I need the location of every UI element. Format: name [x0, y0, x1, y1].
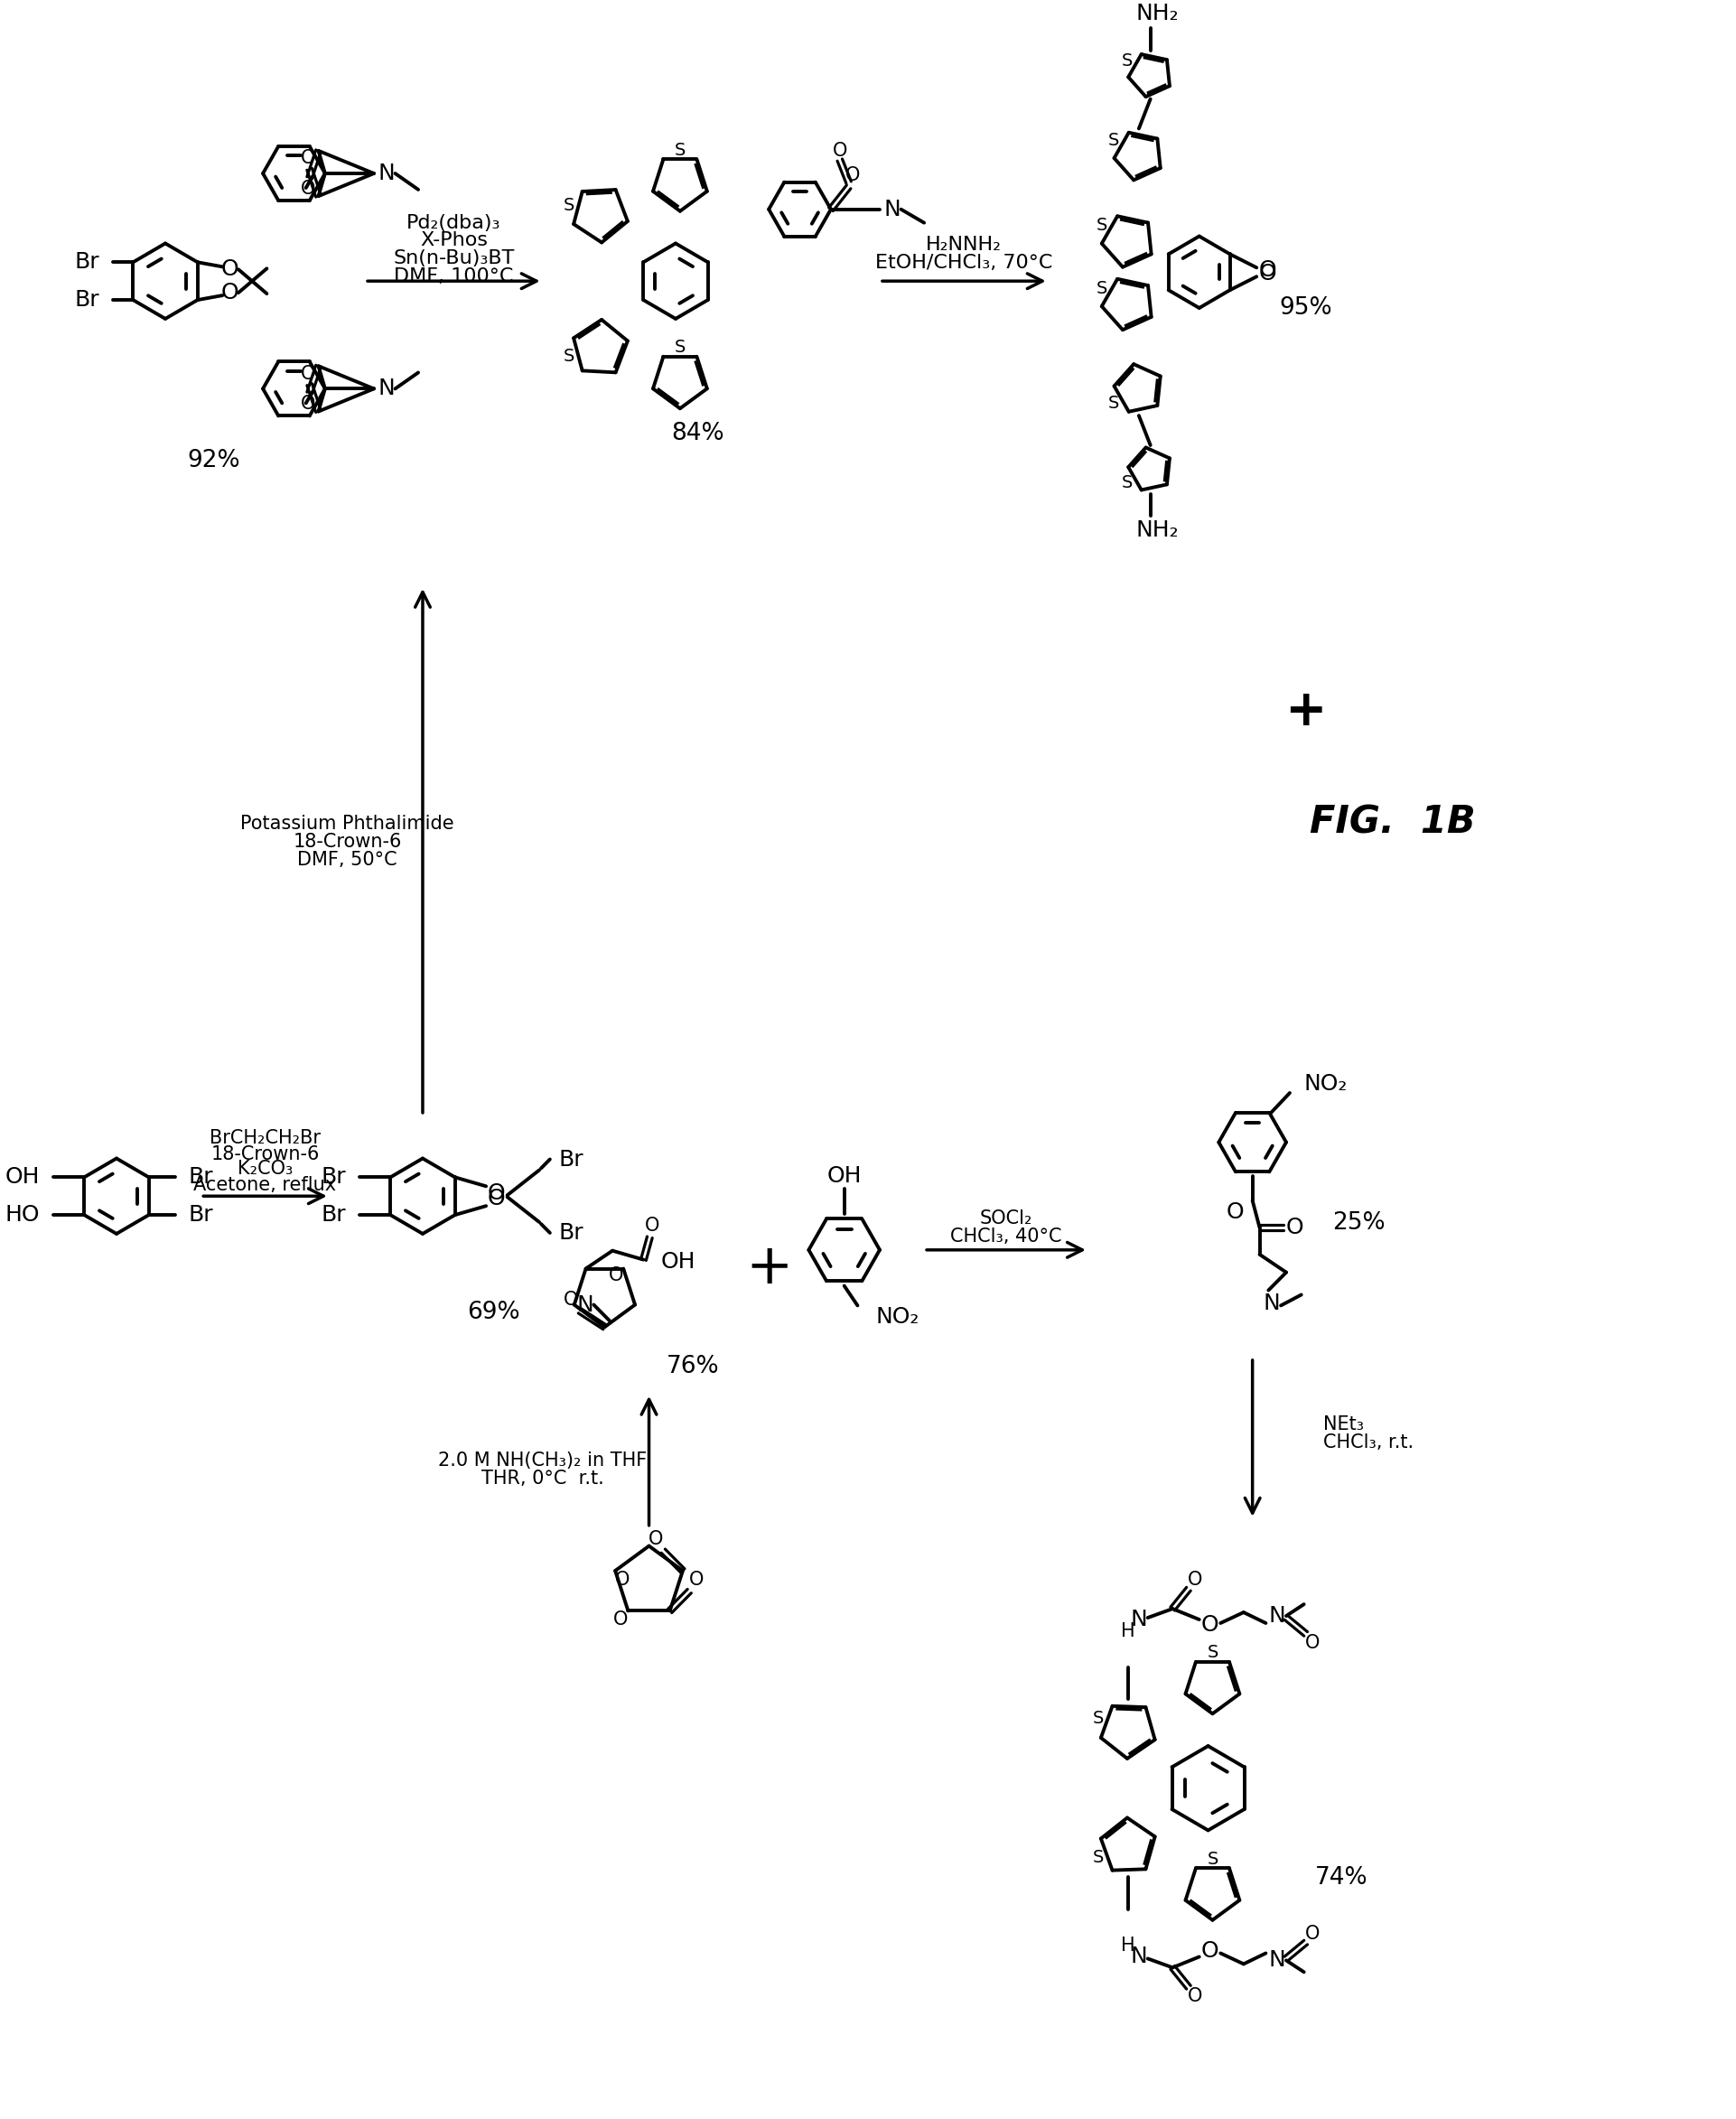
- Text: H₂NNH₂: H₂NNH₂: [925, 235, 1002, 254]
- Text: N: N: [1264, 1293, 1281, 1314]
- Text: O: O: [1187, 1570, 1203, 1589]
- Text: O: O: [300, 364, 316, 384]
- Text: DMF, 100°C: DMF, 100°C: [394, 267, 514, 286]
- Text: O: O: [1201, 1941, 1219, 1962]
- Text: 84%: 84%: [672, 422, 724, 445]
- Text: O: O: [1226, 1201, 1243, 1223]
- Text: O: O: [1259, 263, 1276, 284]
- Text: O: O: [300, 150, 316, 167]
- Text: Br: Br: [559, 1223, 583, 1244]
- Text: 76%: 76%: [667, 1354, 720, 1377]
- Text: NO₂: NO₂: [1304, 1072, 1347, 1096]
- Text: S: S: [1097, 280, 1108, 297]
- Text: S: S: [1121, 475, 1134, 492]
- Text: N: N: [1269, 1604, 1286, 1627]
- Text: Br: Br: [75, 288, 99, 311]
- Text: Potassium Phthalimide: Potassium Phthalimide: [240, 816, 455, 833]
- Text: FIG.  1B: FIG. 1B: [1309, 803, 1476, 841]
- Text: 2.0 M NH(CH₃)₂ in THF: 2.0 M NH(CH₃)₂ in THF: [437, 1452, 648, 1471]
- Text: S: S: [1108, 131, 1120, 150]
- Text: N: N: [576, 1295, 594, 1316]
- Text: SOCl₂: SOCl₂: [979, 1210, 1033, 1227]
- Text: O: O: [1259, 259, 1276, 282]
- Text: S: S: [1092, 1850, 1104, 1867]
- Text: OH: OH: [661, 1250, 696, 1271]
- Text: X-Phos: X-Phos: [420, 231, 488, 250]
- Text: O: O: [615, 1570, 630, 1589]
- Text: 18-Crown-6: 18-Crown-6: [210, 1144, 319, 1163]
- Text: N: N: [378, 377, 394, 400]
- Text: OH: OH: [5, 1165, 40, 1189]
- Text: O: O: [609, 1267, 623, 1284]
- Text: H: H: [1121, 1623, 1135, 1640]
- Text: CHCl₃, 40°C: CHCl₃, 40°C: [950, 1227, 1062, 1246]
- Text: K₂CO₃: K₂CO₃: [238, 1159, 293, 1178]
- Text: Br: Br: [189, 1204, 214, 1225]
- Text: O: O: [845, 165, 861, 184]
- Text: N: N: [1130, 1608, 1147, 1630]
- Text: O: O: [1305, 1924, 1319, 1943]
- Text: Sn(n-Bu)₃BT: Sn(n-Bu)₃BT: [392, 250, 514, 267]
- Text: O: O: [488, 1189, 505, 1210]
- Text: Br: Br: [559, 1148, 583, 1170]
- Text: O: O: [220, 282, 238, 303]
- Text: Acetone, reflux: Acetone, reflux: [194, 1176, 337, 1195]
- Text: O: O: [1187, 1988, 1203, 2005]
- Text: +: +: [1285, 687, 1326, 735]
- Text: 69%: 69%: [467, 1301, 521, 1324]
- Text: Pd₂(dba)₃: Pd₂(dba)₃: [406, 214, 502, 231]
- Text: Br: Br: [189, 1165, 214, 1189]
- Text: O: O: [300, 394, 316, 413]
- Text: O: O: [1286, 1216, 1304, 1237]
- Text: N: N: [884, 199, 901, 220]
- Text: 95%: 95%: [1279, 297, 1332, 320]
- Text: Br: Br: [75, 252, 99, 273]
- Text: NH₂: NH₂: [1135, 519, 1179, 540]
- Text: OH: OH: [826, 1165, 861, 1187]
- Text: S: S: [564, 197, 575, 214]
- Text: O: O: [564, 1290, 578, 1310]
- Text: O: O: [220, 259, 238, 280]
- Text: S: S: [1207, 1850, 1219, 1867]
- Text: BrCH₂CH₂Br: BrCH₂CH₂Br: [210, 1129, 321, 1146]
- Text: S: S: [564, 348, 575, 364]
- Text: CHCl₃, r.t.: CHCl₃, r.t.: [1323, 1435, 1413, 1452]
- Text: NO₂: NO₂: [875, 1305, 918, 1329]
- Text: O: O: [488, 1182, 505, 1204]
- Text: 74%: 74%: [1314, 1867, 1368, 1890]
- Text: DMF, 50°C: DMF, 50°C: [297, 850, 398, 869]
- Text: S: S: [1108, 394, 1120, 411]
- Text: O: O: [832, 142, 847, 161]
- Text: O: O: [689, 1570, 703, 1589]
- Text: N: N: [1269, 1949, 1286, 1971]
- Text: NEt₃: NEt₃: [1323, 1415, 1364, 1435]
- Text: S: S: [675, 142, 686, 159]
- Text: Br: Br: [321, 1165, 345, 1189]
- Text: 92%: 92%: [187, 449, 241, 473]
- Text: EtOH/CHCl₃, 70°C: EtOH/CHCl₃, 70°C: [875, 254, 1052, 271]
- Text: O: O: [613, 1610, 628, 1630]
- Text: S: S: [1097, 216, 1108, 233]
- Text: S: S: [1207, 1644, 1219, 1661]
- Text: O: O: [646, 1216, 660, 1235]
- Text: HO: HO: [5, 1204, 40, 1225]
- Text: S: S: [675, 339, 686, 356]
- Text: 25%: 25%: [1333, 1212, 1385, 1235]
- Text: +: +: [745, 1242, 792, 1295]
- Text: N: N: [378, 163, 394, 184]
- Text: S: S: [1092, 1710, 1104, 1727]
- Text: O: O: [1305, 1634, 1319, 1653]
- Text: S: S: [1121, 53, 1134, 70]
- Text: O: O: [300, 180, 316, 197]
- Text: O: O: [649, 1530, 663, 1549]
- Text: NH₂: NH₂: [1135, 2, 1179, 25]
- Text: N: N: [1130, 1945, 1147, 1969]
- Text: 18-Crown-6: 18-Crown-6: [293, 833, 401, 852]
- Text: THR, 0°C  r.t.: THR, 0°C r.t.: [481, 1471, 604, 1488]
- Text: H: H: [1121, 1937, 1135, 1954]
- Text: O: O: [1201, 1615, 1219, 1636]
- Text: Br: Br: [321, 1204, 345, 1225]
